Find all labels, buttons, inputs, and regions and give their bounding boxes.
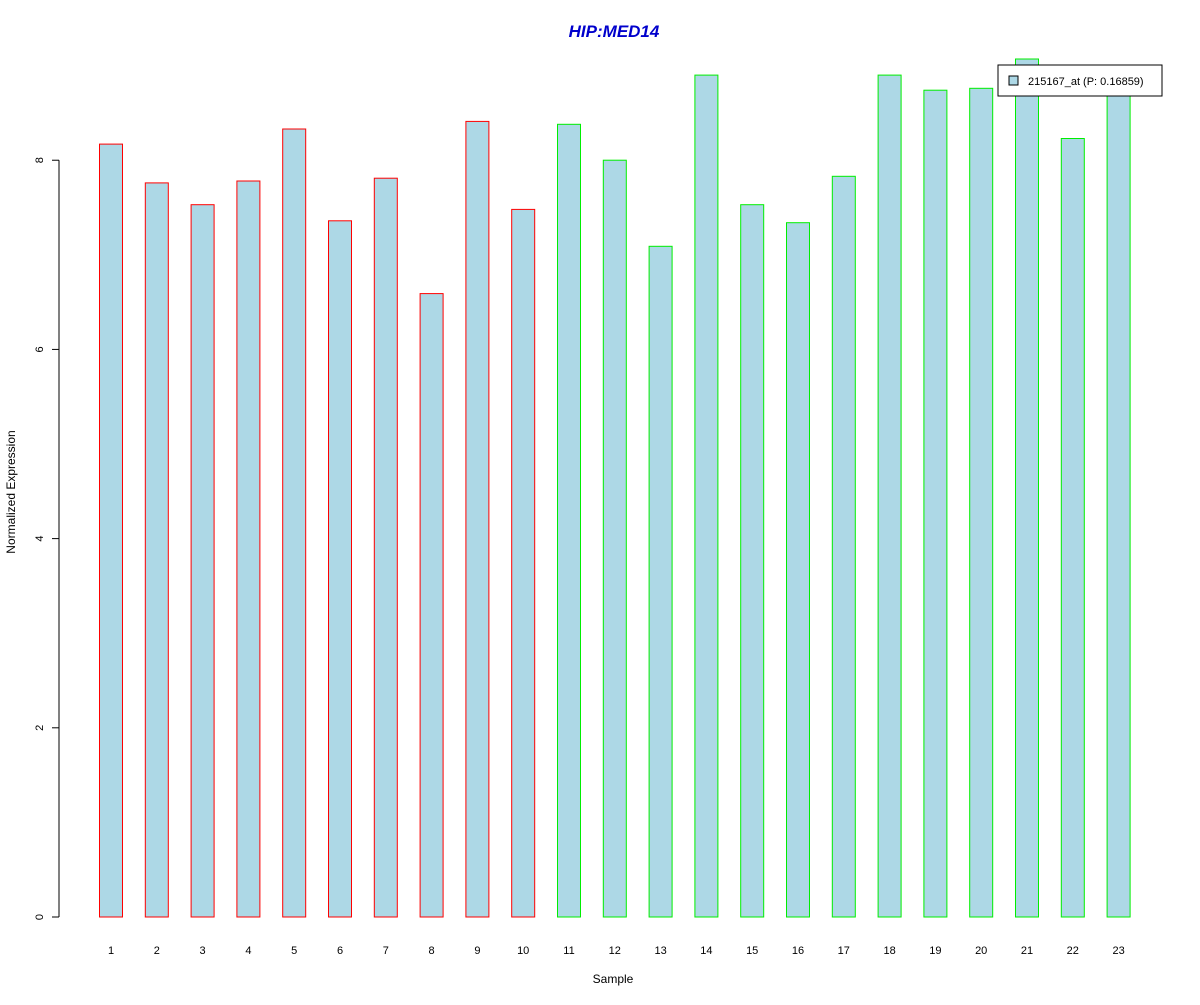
x-tick-labels: 1 2 3 4 5 6 7 8 9 10 11 12 13 14 15 16 17 18 19 20 21 22 23 (108, 945, 1125, 957)
bar-sample-19 (923, 89, 948, 918)
legend: 215167_at (P: 0.16859) (997, 64, 1163, 97)
x-tick-label: 23 (1112, 945, 1124, 957)
y-tick-label: 0 (34, 914, 46, 920)
x-tick-label: 7 (383, 945, 389, 957)
x-tick-label: 14 (700, 945, 712, 957)
x-tick-label: 2 (154, 945, 160, 957)
bars-layer (99, 58, 1131, 918)
bar-sample-2 (144, 182, 169, 918)
y-tick-label: 4 (34, 536, 46, 542)
bar-sample-5 (282, 128, 307, 918)
bar-sample-13 (648, 245, 673, 918)
bar-sample-16 (786, 222, 810, 918)
bar-sample-7 (373, 177, 398, 918)
x-tick-label: 18 (883, 945, 895, 957)
bar-sample-23 (1106, 91, 1131, 918)
x-tick-label: 22 (1067, 945, 1079, 957)
y-tick-label: 6 (34, 346, 46, 352)
x-tick-label: 6 (337, 945, 343, 957)
bar-sample-6 (328, 220, 352, 918)
x-tick-label: 21 (1021, 945, 1033, 957)
x-tick-label: 4 (245, 945, 251, 957)
x-tick-label: 10 (517, 945, 529, 957)
x-tick-label: 16 (792, 945, 804, 957)
y-tick-label: 2 (34, 725, 46, 731)
legend-box (997, 64, 1163, 97)
x-tick-label: 8 (429, 945, 435, 957)
y-tick-label: 8 (34, 157, 46, 163)
x-tick-label: 11 (563, 945, 574, 957)
legend-swatch (1008, 75, 1019, 86)
bar-sample-11 (557, 123, 581, 918)
bar-sample-22 (1060, 138, 1085, 918)
x-tick-label: 19 (929, 945, 941, 957)
x-tick-label: 13 (654, 945, 666, 957)
y-axis: 0 2 4 6 8 (34, 157, 60, 920)
bar-sample-9 (465, 120, 490, 918)
x-tick-label: 9 (474, 945, 480, 957)
bar-sample-18 (877, 74, 902, 918)
x-tick-label: 1 (108, 945, 114, 957)
x-tick-label: 12 (609, 945, 621, 957)
bar-sample-8 (419, 293, 444, 918)
x-tick-label: 15 (746, 945, 758, 957)
x-tick-label: 20 (975, 945, 987, 957)
bar-sample-3 (190, 204, 215, 918)
bar-sample-15 (740, 204, 765, 918)
bar-sample-10 (511, 208, 536, 918)
chart-title: HIP:MED14 (569, 22, 660, 41)
x-tick-label: 17 (838, 945, 850, 957)
x-axis-label: Sample (593, 972, 634, 986)
bar-sample-4 (236, 180, 261, 918)
bar-sample-21 (1015, 58, 1039, 918)
x-tick-label: 5 (291, 945, 297, 957)
legend-label: 215167_at (P: 0.16859) (1028, 76, 1144, 88)
bar-sample-12 (602, 159, 627, 918)
x-tick-label: 3 (200, 945, 206, 957)
bar-sample-20 (969, 87, 994, 918)
bar-sample-14 (694, 74, 719, 918)
y-axis-label: Normalized Expression (4, 430, 18, 553)
bar-sample-17 (831, 175, 856, 918)
bar-sample-1 (99, 143, 123, 918)
